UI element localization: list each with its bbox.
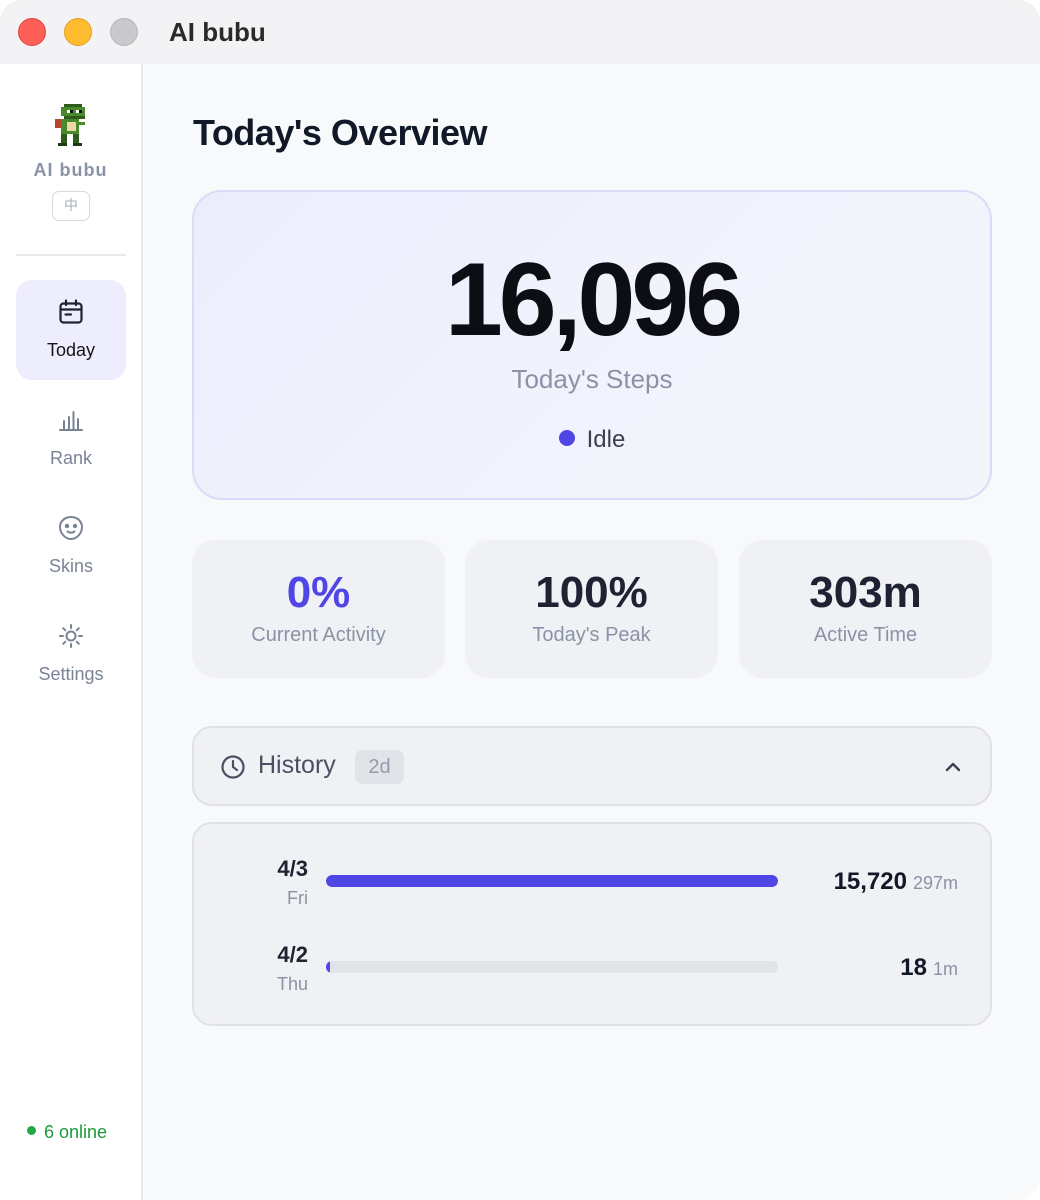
history-row: 4/2 Thu 18 1m — [194, 942, 990, 1002]
calendar-icon — [59, 299, 83, 324]
steps-hero-card: 16,096 Today's Steps Idle — [192, 190, 992, 500]
history-bar-track — [326, 961, 778, 973]
history-bar-fill — [326, 875, 778, 887]
nav-label-rank: Rank — [49, 448, 93, 468]
history-day: Thu — [276, 974, 308, 994]
nav-item-skins[interactable]: Skins — [16, 496, 126, 596]
history-value: 18 1m — [900, 954, 958, 982]
stat-label: Today's Peak — [532, 624, 651, 646]
online-dot-icon — [27, 1126, 36, 1135]
history-minutes: 1m — [932, 959, 958, 979]
sidebar-divider — [16, 254, 126, 256]
clock-icon — [221, 755, 245, 779]
nav-item-rank[interactable]: Rank — [16, 388, 126, 488]
history-steps: 18 — [900, 954, 927, 981]
status-dot-icon — [558, 430, 575, 446]
language-toggle-button[interactable]: 中 — [52, 191, 90, 221]
history-range-badge: 2d — [355, 750, 404, 784]
nav-label-skins: Skins — [48, 556, 93, 576]
stat-value: 100% — [535, 568, 648, 617]
history-title: History — [258, 751, 336, 779]
stat-value: 303m — [809, 568, 922, 617]
history-steps: 15,720 — [833, 868, 907, 895]
activity-status: Idle — [194, 426, 990, 454]
history-date: 4/3 — [277, 856, 308, 881]
page-title: Today's Overview — [193, 112, 488, 153]
minimize-button[interactable] — [64, 18, 92, 46]
history-value: 15,720 297m — [834, 868, 958, 896]
status-text: Idle — [586, 426, 626, 453]
stat-label: Active Time — [813, 624, 918, 646]
nav-label-settings: Settings — [38, 664, 104, 684]
nav-item-settings[interactable]: Settings — [16, 604, 126, 704]
sidebar: AI bubu 中 Today Rank — [0, 64, 143, 1200]
dino-logo-icon — [55, 104, 85, 146]
history-day: Fri — [287, 888, 308, 908]
bar-chart-icon — [59, 411, 83, 431]
close-button[interactable] — [18, 18, 46, 46]
online-count: 6 online — [44, 1122, 108, 1142]
maximize-button[interactable] — [110, 18, 138, 46]
history-minutes: 297m — [912, 873, 958, 893]
online-status: 6 online — [27, 1122, 107, 1143]
history-bar-fill — [326, 961, 330, 973]
steps-count: 16,096 — [444, 242, 743, 358]
nav-label-today: Today — [46, 340, 96, 360]
history-list: 4/3 Fri 15,720 297m 4/2 Thu 18 1m — [192, 822, 992, 1026]
window-title: AI bubu — [169, 17, 266, 47]
steps-label: Today's Steps — [511, 364, 673, 394]
stat-card-todays-peak: 100% Today's Peak — [465, 540, 718, 678]
stat-label: Current Activity — [251, 624, 386, 646]
history-date: 4/2 — [277, 942, 308, 967]
face-icon — [58, 515, 84, 541]
stat-card-current-activity: 0% Current Activity — [192, 540, 445, 678]
history-bar-track — [326, 875, 778, 887]
chevron-up-icon[interactable] — [942, 756, 964, 778]
stat-value: 0% — [286, 568, 351, 617]
history-row: 4/3 Fri 15,720 297m — [194, 856, 990, 916]
nav-item-today[interactable]: Today — [16, 280, 126, 380]
history-toggle[interactable]: History 2d — [192, 726, 992, 806]
stat-card-active-time: 303m Active Time — [739, 540, 992, 678]
title-bar: AI bubu — [0, 0, 1040, 64]
sun-gear-icon — [59, 624, 83, 648]
brand-name: AI bubu — [33, 160, 108, 180]
